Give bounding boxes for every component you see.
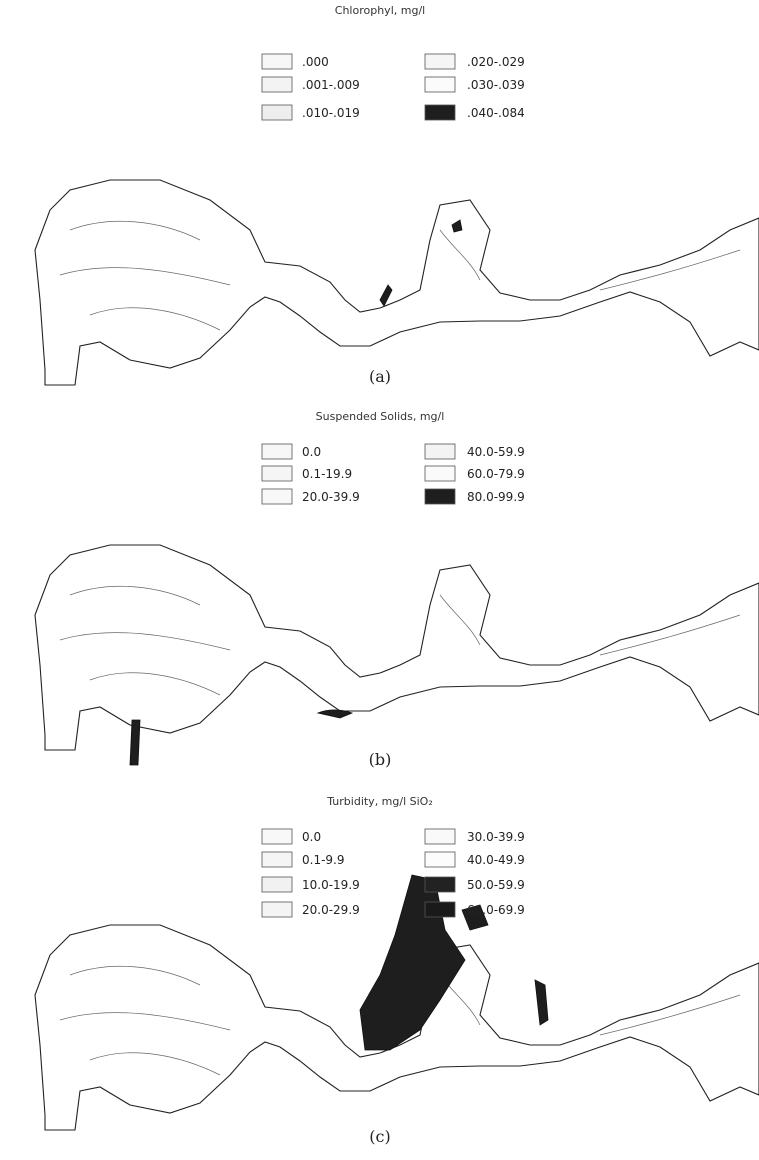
legend-label: 60.0-69.9 bbox=[467, 903, 525, 917]
legend-label: .030-.039 bbox=[467, 78, 525, 92]
legend-swatch bbox=[425, 444, 455, 459]
legend-label: 0.0 bbox=[302, 445, 321, 459]
panel-title: Suspended Solids, mg/l bbox=[316, 410, 445, 423]
legend-label: .020-.029 bbox=[467, 55, 525, 69]
legend-label: .010-.019 bbox=[302, 106, 360, 120]
legend-swatch bbox=[262, 77, 292, 92]
legend-swatch bbox=[425, 77, 455, 92]
legend-swatch bbox=[262, 902, 292, 917]
dark-area bbox=[535, 980, 548, 1025]
legend-label: 40.0-49.9 bbox=[467, 853, 525, 867]
legend-swatch bbox=[425, 902, 455, 917]
page: Chlorophyl, mg/l (a) .000 .001-.009 .010-.01… bbox=[0, 0, 759, 1160]
legend-label: 60.0-79.9 bbox=[467, 467, 525, 481]
legend-label: 20.0-39.9 bbox=[302, 490, 360, 504]
legend-label: .040-.084 bbox=[467, 106, 525, 120]
legend-label: 20.0-29.9 bbox=[302, 903, 360, 917]
legend-swatch bbox=[425, 489, 455, 504]
legend-label: .001-.009 bbox=[302, 78, 360, 92]
legend-swatch bbox=[425, 877, 455, 892]
legend-swatch bbox=[262, 852, 292, 867]
legend-swatch bbox=[262, 105, 292, 120]
legend-label: 10.0-19.9 bbox=[302, 878, 360, 892]
legend-swatch bbox=[425, 829, 455, 844]
dark-area bbox=[130, 720, 140, 765]
map-a bbox=[35, 180, 759, 385]
legend-swatch bbox=[262, 877, 292, 892]
legend-swatch bbox=[262, 489, 292, 504]
legend-swatch bbox=[425, 105, 455, 120]
panel-title: Chlorophyl, mg/l bbox=[335, 4, 425, 17]
legend-swatch bbox=[425, 54, 455, 69]
legend-label: 50.0-59.9 bbox=[467, 878, 525, 892]
figure: Chlorophyl, mg/l (a) .000 .001-.009 .010-.01… bbox=[0, 0, 759, 1160]
legend-label: 0.1-19.9 bbox=[302, 467, 352, 481]
legend-swatch bbox=[425, 466, 455, 481]
legend-swatch bbox=[425, 852, 455, 867]
legend-label: 30.0-39.9 bbox=[467, 830, 525, 844]
legend-label: 40.0-59.9 bbox=[467, 445, 525, 459]
dark-area bbox=[360, 875, 465, 1050]
legend-label: 0.1-9.9 bbox=[302, 853, 345, 867]
legend-swatch bbox=[262, 54, 292, 69]
panel-label: (b) bbox=[369, 750, 392, 769]
legend-label: 80.0-99.9 bbox=[467, 490, 525, 504]
panel-label: (c) bbox=[369, 1127, 390, 1146]
legend-label: 0.0 bbox=[302, 830, 321, 844]
map-b bbox=[35, 545, 759, 750]
legend-swatch bbox=[262, 444, 292, 459]
panel-label: (a) bbox=[369, 367, 391, 386]
legend-swatch bbox=[262, 466, 292, 481]
legend-swatch bbox=[262, 829, 292, 844]
legend-label: .000 bbox=[302, 55, 329, 69]
panel-title: Turbidity, mg/l SiO₂ bbox=[326, 795, 433, 808]
